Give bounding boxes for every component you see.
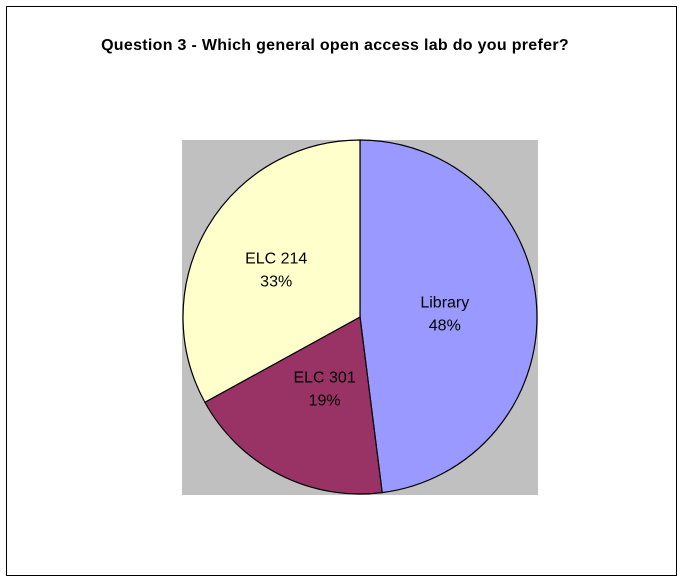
pie-slice-library — [359, 139, 538, 494]
slice-label-elc-301: ELC 301 — [293, 369, 355, 386]
pie-slice-elc-301 — [204, 316, 383, 495]
slice-label-library: Library — [420, 295, 469, 312]
pie-labels: Library 48% ELC 301 19% ELC 214 33% — [245, 250, 469, 409]
slice-value-elc-214: 33% — [260, 273, 292, 290]
pie-slice-elc-214 — [182, 139, 361, 404]
pie-slices — [182, 139, 538, 495]
slice-value-elc-301: 19% — [309, 392, 341, 409]
pie-chart: Library 48% ELC 301 19% ELC 214 33% — [182, 139, 538, 495]
slice-label-elc-214: ELC 214 — [245, 250, 307, 267]
slice-value-library: 48% — [429, 318, 461, 335]
chart-title: Question 3 - Which general open access l… — [101, 37, 569, 54]
